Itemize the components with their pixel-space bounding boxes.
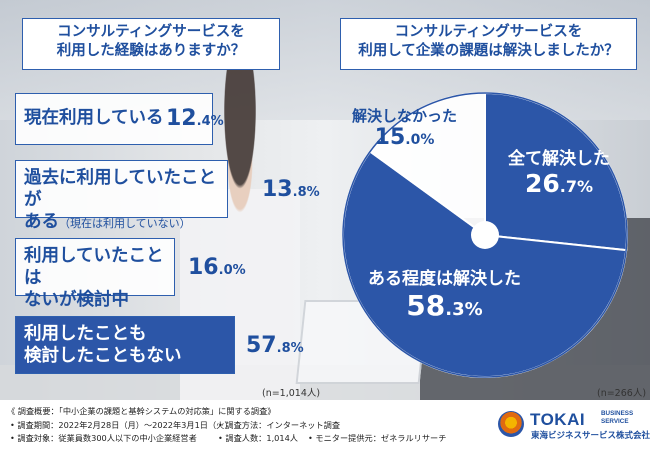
left-sample-size: (n=1,014人) [262, 388, 321, 399]
logo-main-text: TOKAI [530, 410, 586, 429]
bar-current: 現在利用している 12.4% [15, 93, 224, 145]
company-logo-icon [498, 411, 524, 437]
company-name-jp: 東海ビジネスサービス株式会社 [531, 431, 650, 441]
bar-past: 過去に利用していたことが ある（現在は利用していない） 13.8% [15, 160, 320, 232]
pie-center-hole [471, 221, 499, 249]
right-question-box: コンサルティングサービスを 利用して企業の課題は解決しましたか？ [340, 18, 637, 70]
right-sample-size: (n=266人) [597, 388, 647, 399]
survey-method: • 調査方法：インターネット調査 [218, 420, 341, 430]
pie-label-all-solved: 全て解決した 26.7% [508, 149, 610, 198]
left-question-line1: コンサルティングサービスを [57, 24, 245, 40]
bar-considering-value: 16.0% [188, 255, 246, 280]
survey-target: • 調査対象：従業員数300人以下の中小企業経営者 [10, 433, 197, 443]
left-question-line2: 利用した経験はありますか？ [56, 43, 246, 59]
bar-past-value: 13.8% [262, 177, 320, 202]
pie-outline [342, 92, 628, 378]
survey-summary: 《 調査概要：「中小企業の課題と基幹システムの対応策」に関する調査》 [7, 406, 276, 416]
survey-count: • 調査人数：1,014人 [218, 433, 298, 443]
bar-current-value: 12.4% [166, 106, 224, 131]
pie-chart [342, 91, 628, 378]
survey-period: • 調査期間：2022年2月28日（月）～2022年3月1日（火） [10, 420, 233, 430]
right-question-line1: コンサルティングサービスを [394, 24, 583, 40]
pie-label-not-solved: 解決しなかった 15.0% [352, 107, 458, 151]
bar-considering-label: 利用していたことは ないが検討中 [24, 246, 164, 310]
footer [0, 400, 650, 450]
bar-past-label: 過去に利用していたことが ある（現在は利用していない） [24, 168, 216, 232]
left-question-box: コンサルティングサービスを 利用した経験はありますか？ [22, 18, 280, 70]
bar-never-label: 利用したことも 検討したこともない [24, 324, 182, 366]
bar-never-value: 57.8% [246, 333, 304, 358]
pie-label-partly-solved: ある程度は解決した 58.3% [368, 269, 521, 322]
bar-never: 利用したことも 検討したこともない 57.8% [15, 316, 304, 374]
logo-side-text: BUSINESS SERVICE [601, 410, 634, 425]
right-question-line2: 利用して企業の課題は解決しましたか？ [358, 43, 619, 59]
bar-current-label: 現在利用している [24, 108, 164, 128]
survey-monitor: • モニター提供元：ゼネラルリサーチ [308, 433, 447, 443]
bar-considering: 利用していたことは ないが検討中 16.0% [15, 238, 246, 310]
